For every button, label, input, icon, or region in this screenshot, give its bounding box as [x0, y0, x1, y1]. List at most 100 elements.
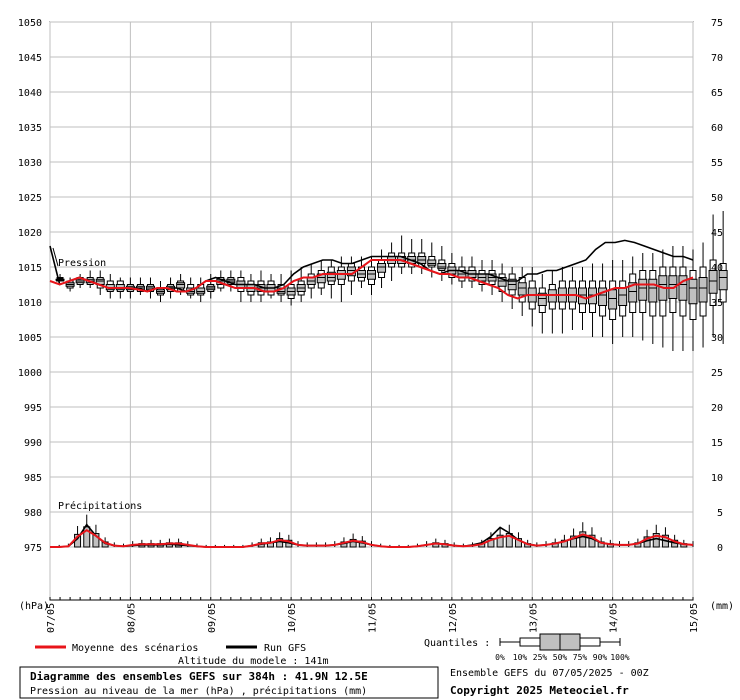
pressure-box [507, 267, 517, 309]
pressure-box-inner [537, 292, 547, 306]
pressure-box-inner [326, 271, 336, 282]
series-lines [49, 239, 694, 548]
pressure-box [668, 246, 678, 351]
precip-mean-line [50, 529, 694, 548]
pressure-box [658, 249, 668, 348]
precip-box-inner [570, 535, 578, 548]
precip-box-inner [83, 526, 91, 548]
pressure-box [236, 270, 246, 302]
left-tick-label: 990 [24, 438, 42, 449]
pressure-box [367, 256, 376, 295]
pressure-box [377, 249, 387, 288]
right-tick-label: 25 [711, 368, 723, 379]
chart-title: Diagramme des ensembles GEFS sur 384h : … [30, 670, 368, 683]
left-tick-label: 1000 [18, 368, 42, 379]
pressure-box-inner [55, 278, 65, 281]
pressure-box-inner [367, 270, 376, 280]
pressure-box [497, 263, 507, 302]
pressure-box [206, 274, 216, 299]
pressure-box [296, 267, 306, 302]
left-tick-label: 1020 [18, 228, 42, 239]
pressure-box [487, 260, 497, 295]
pressure-box-inner [638, 278, 648, 301]
right-tick-label: 35 [711, 298, 723, 309]
pressure-box-outer [56, 277, 64, 279]
pressure-box [688, 249, 698, 351]
left-tick-label: 1035 [18, 123, 42, 134]
left-tick-label: 1040 [18, 88, 42, 99]
date-tick-label: 15/05 [689, 603, 700, 633]
pressure-box-inner [688, 278, 698, 305]
pressure-box-inner [718, 270, 728, 291]
pressure-box [356, 256, 366, 288]
right-tick-label: 5 [717, 508, 723, 519]
precip-box-inner [652, 533, 660, 548]
precip-box-inner [92, 533, 100, 548]
pressure-box-inner [427, 259, 437, 266]
precip-box-inner [579, 531, 587, 548]
date-tick-label: 07/05 [46, 603, 57, 633]
pressure-box-inner [618, 287, 628, 306]
pressure-box-inner [377, 263, 387, 273]
right-tick-label: 40 [711, 263, 723, 274]
pressure-box [567, 267, 577, 330]
precip-box-inner [514, 538, 522, 548]
pressure-box-inner [196, 287, 206, 294]
pressure-box [588, 263, 598, 337]
pressure-box [407, 239, 417, 274]
pressure-box [557, 267, 567, 334]
pressure-box [75, 274, 85, 288]
pressure-box [226, 270, 236, 292]
left-tick-label: 1050 [18, 18, 42, 29]
pressure-box [55, 274, 65, 282]
pressure-box [387, 242, 397, 281]
legend-mean-label: Moyenne des scénarios [72, 642, 198, 654]
pressure-box [678, 246, 688, 351]
pressure-box [718, 211, 728, 344]
quantiles-ticks: 0% 10% 25% 50% 75% 90% 100% [495, 653, 630, 662]
right-tick-label: 45 [711, 228, 723, 239]
date-tick-label: 11/05 [368, 603, 379, 633]
pressure-box-inner [708, 270, 718, 294]
left-tick-label: 1025 [18, 193, 42, 204]
pressure-box [517, 267, 527, 316]
date-tick-label: 13/05 [528, 603, 539, 633]
quantile-tick-label: 100% [610, 653, 629, 662]
right-tick-label: 55 [711, 158, 723, 169]
pressure-box [105, 274, 115, 299]
pressure-box-inner [628, 282, 638, 303]
right-tick-label: 65 [711, 88, 723, 99]
precip-box-inner [588, 534, 596, 548]
right-tick-label: 30 [711, 333, 723, 344]
date-tick-label: 10/05 [287, 603, 298, 633]
pressure-box-inner [437, 263, 447, 270]
pressure-box-inner [598, 287, 608, 306]
pressure-mean-line [49, 259, 694, 300]
pressure-box [95, 270, 105, 295]
precip-box-inner [487, 538, 495, 548]
right-tick-label: 20 [711, 403, 723, 414]
pressure-box [547, 270, 557, 334]
pressure-box [628, 256, 638, 337]
grid [49, 21, 694, 601]
pressure-box-inner [648, 278, 658, 303]
pressure-box [608, 260, 618, 344]
left-tick-label: 1010 [18, 298, 42, 309]
right-tick-label: 15 [711, 438, 723, 449]
date-tick-label: 08/05 [126, 603, 137, 633]
pressure-box [266, 274, 276, 299]
date-tick-label: 14/05 [609, 603, 620, 633]
precip-box-inner [276, 538, 284, 548]
pressure-box [156, 281, 166, 302]
quantiles-label: Quantiles : [424, 638, 490, 649]
date-tick-label: 12/05 [448, 603, 459, 633]
right-tick-label: 75 [711, 18, 723, 29]
right-tick-label: 50 [711, 193, 723, 204]
right-axis-unit: (mm) [710, 601, 734, 612]
chart-subtitle: Pression au niveau de la mer (hPa) , pré… [30, 685, 367, 697]
pressure-box [85, 270, 95, 288]
pressure-box-inner [517, 282, 527, 296]
pressure-box-inner [608, 289, 618, 310]
